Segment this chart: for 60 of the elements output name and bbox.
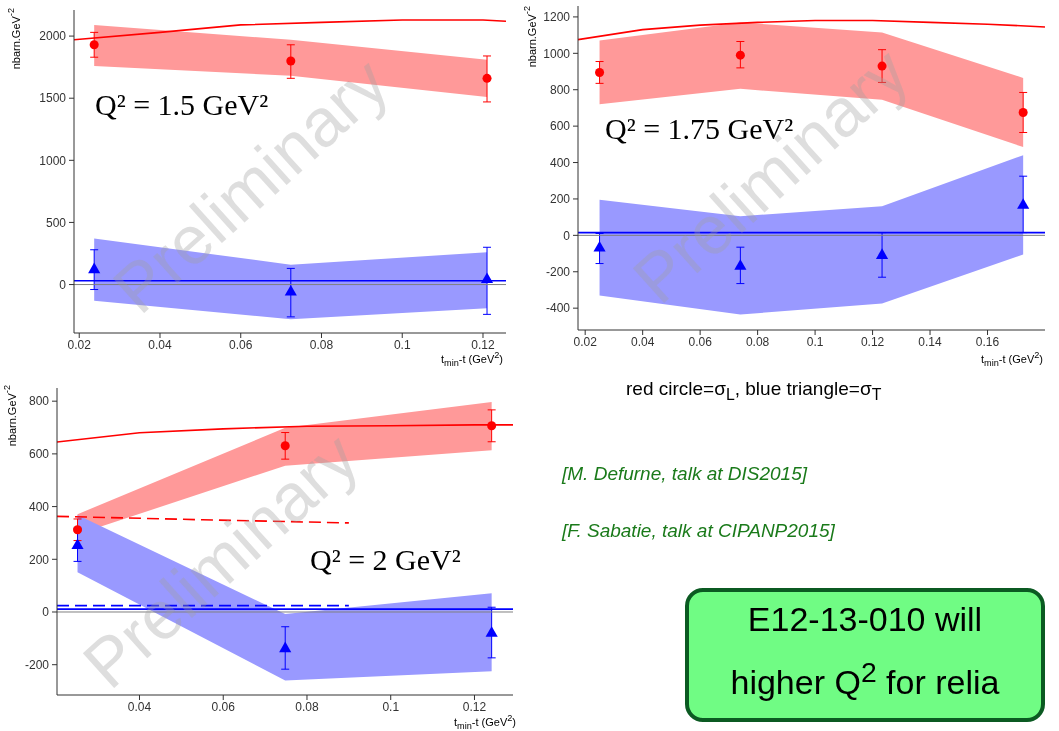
x-tick-label: 0.08: [295, 699, 319, 714]
text: higher Q$^{2}$ for relia: [729, 656, 1001, 703]
point: [1018, 107, 1028, 117]
y-tick-label: 1500: [39, 91, 67, 106]
y-tick-label: 800: [28, 394, 50, 409]
point: [73, 525, 83, 535]
x-tick-label: 0.12: [471, 337, 495, 352]
y-tick-label: 1000: [543, 46, 571, 61]
text: [F. Sabatie, talk at CIPANP2015]: [562, 520, 835, 542]
x-tick-label: 0.02: [573, 334, 598, 349]
x-tick-label: 0.06: [688, 334, 713, 349]
x-axis-title: t$_{min}$-t (GeV$^{2}$): [453, 713, 516, 731]
text: [M. Defurne, talk at DIS2015]: [562, 463, 808, 485]
y-tick-label: 400: [549, 155, 571, 170]
point: [593, 241, 606, 252]
x-tick-label: 0.1: [382, 699, 400, 714]
y-tick-label: 200: [28, 552, 50, 567]
point: [89, 40, 99, 50]
y-tick-label: 2000: [39, 29, 67, 44]
x-axis-title: t$_{min}$-t (GeV$^{2}$): [440, 350, 503, 368]
text: E12-13-010 will: [746, 600, 984, 639]
x-tick-label: 0.08: [309, 337, 334, 352]
y-tick-label: 1200: [543, 10, 571, 25]
y-tick-label: 400: [28, 499, 50, 514]
text: red circle=σ$_{L}$, blue triangle=σ$_{T}$: [626, 378, 882, 404]
x-tick-label: 0.02: [67, 337, 92, 352]
x-tick-label: 0.04: [127, 699, 152, 714]
y-tick-label: -400: [545, 301, 571, 316]
y-tick-label: -200: [24, 657, 50, 672]
y-tick-label: 1000: [39, 153, 67, 168]
y-tick-label: 500: [45, 215, 67, 230]
x-tick-label: 0.04: [630, 334, 655, 349]
x-tick-label: 0.04: [148, 337, 172, 352]
y-tick-label: 800: [549, 82, 571, 97]
y-tick-label: 0: [42, 605, 50, 620]
x-tick-label: 0.06: [211, 699, 236, 714]
point: [595, 67, 605, 77]
point: [88, 262, 101, 274]
x-tick-label: 0.06: [229, 337, 253, 352]
y-tick-label: 0: [563, 228, 571, 243]
x-tick-label: 0.14: [918, 334, 943, 349]
y-tick-label: 200: [549, 192, 571, 207]
point: [485, 626, 498, 637]
point: [482, 73, 492, 83]
x-axis-title: t$_{min}$-t (GeV$^{2}$): [980, 350, 1043, 368]
x-tick-label: 0.1: [806, 334, 824, 349]
point: [480, 272, 494, 284]
point: [1017, 198, 1030, 209]
y-tick-label: -200: [545, 265, 571, 280]
x-tick-label: 0.1: [393, 337, 411, 352]
x-tick-label: 0.08: [745, 334, 770, 349]
x-tick-label: 0.12: [462, 699, 487, 714]
x-tick-label: 0.16: [975, 334, 1000, 349]
point: [71, 538, 84, 550]
line-series: [578, 19, 1045, 41]
x-tick-label: 0.12: [860, 334, 885, 349]
point: [487, 421, 497, 431]
y-tick-label: 600: [549, 119, 571, 134]
y-tick-label: 600: [28, 447, 50, 462]
y-tick-label: 0: [59, 277, 67, 292]
